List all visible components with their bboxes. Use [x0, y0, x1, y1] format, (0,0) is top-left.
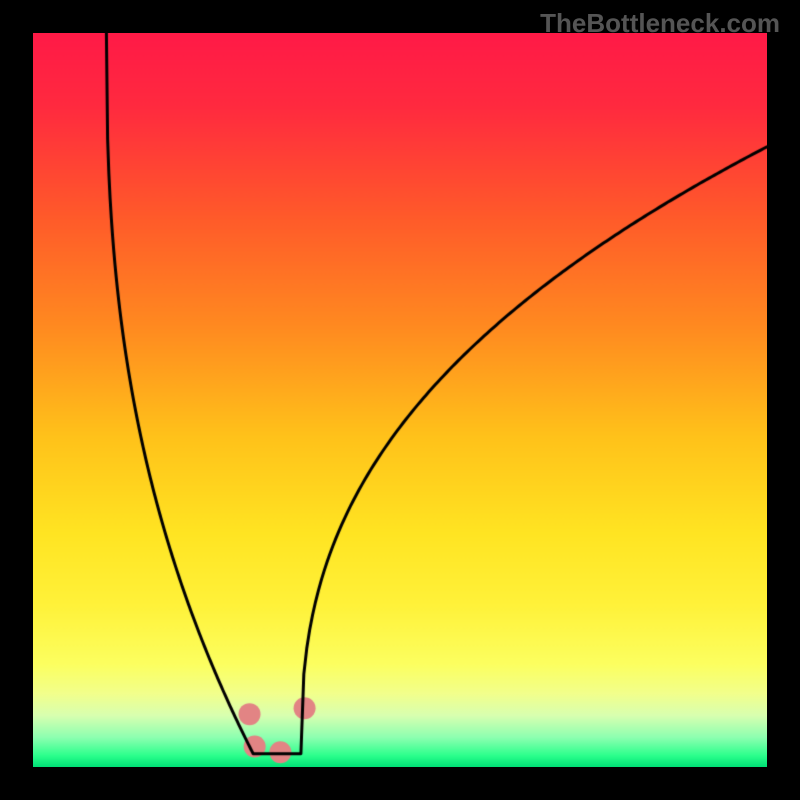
chart-container: TheBottleneck.com [0, 0, 800, 800]
chart-canvas [33, 33, 767, 767]
watermark-text: TheBottleneck.com [540, 8, 780, 39]
plot-area [33, 33, 767, 767]
